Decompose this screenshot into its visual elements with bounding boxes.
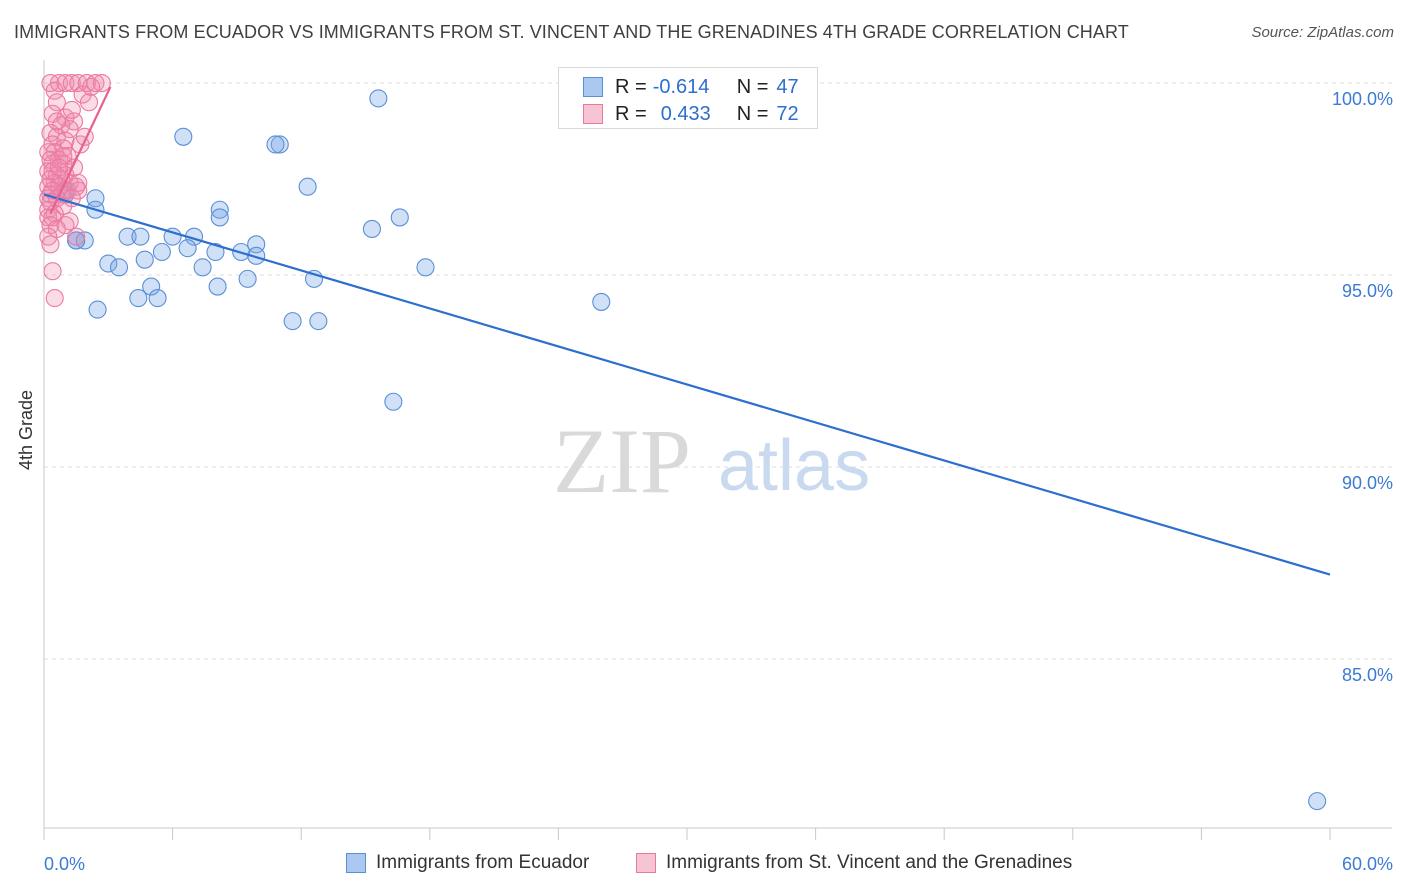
x-tick-label: 0.0% [44,854,85,874]
legend-r-value: 0.433 [660,102,711,125]
y-tick-label: 95.0% [1342,281,1393,301]
data-point-ecuador [390,208,409,227]
data-point-ecuador [298,177,317,196]
chart-title: IMMIGRANTS FROM ECUADOR VS IMMIGRANTS FR… [14,22,1129,42]
legend-swatch-st-vincent [636,853,656,873]
trendlines [43,86,1331,576]
legend-item-ecuador: Immigrants from Ecuador [346,852,589,874]
legend-swatch-st-vincent [583,104,603,124]
y-tick-label: 85.0% [1342,665,1393,685]
data-point-ecuador [193,258,212,277]
data-point-st-vincent [62,73,81,93]
data-point-st-vincent [45,81,64,100]
legend-row-st-vincent: R = 0.433 N = 72 [583,101,799,127]
series-legend: Immigrants from Ecuador Immigrants from … [0,852,1406,878]
data-point-ecuador [270,135,289,154]
data-point-ecuador [369,89,388,108]
x-tick-labels: 0.0% 60.0% [44,854,1393,874]
data-point-st-vincent [69,181,88,200]
data-point-ecuador [131,227,150,246]
data-point-st-vincent [49,158,69,177]
y-tick-label: 90.0% [1342,473,1393,493]
data-point-ecuador [118,227,137,246]
data-point-ecuador [238,269,257,288]
data-point-ecuador [362,219,381,239]
data-point-ecuador [148,289,167,308]
data-point-st-vincent [79,93,99,112]
watermark-zip: ZIP [553,410,691,512]
data-point-ecuador [210,208,229,227]
data-point-st-vincent [92,73,111,93]
data-point-ecuador [142,277,161,296]
grid-lines [44,82,1392,660]
trendline-st-vincent [49,86,112,215]
data-point-ecuador [416,258,435,277]
correlation-legend: R = -0.614 N = 47 R = 0.433 N = 72 [558,67,818,129]
data-point-ecuador [88,300,107,319]
data-point-ecuador [178,239,197,258]
y-tick-label: 100.0% [1332,89,1393,109]
data-point-ecuador [174,127,193,146]
data-point-ecuador [266,135,285,154]
data-point-ecuador [210,200,229,219]
legend-label-ecuador: Immigrants from Ecuador [376,852,590,873]
legend-swatch-ecuador [583,77,603,97]
legend-item-st-vincent: Immigrants from St. Vincent and the Gren… [636,852,1072,874]
data-point-st-vincent [45,289,64,308]
data-point-st-vincent [56,216,75,235]
legend-n-value: 72 [776,102,799,125]
series-ecuador [56,89,1327,811]
data-point-ecuador [129,289,148,308]
legend-n-value: 47 [776,75,799,98]
legend-label-st-vincent: Immigrants from St. Vincent and the Gren… [666,852,1073,873]
data-point-ecuador [309,312,328,331]
data-point-st-vincent [69,173,88,192]
data-point-ecuador [208,277,227,296]
legend-r-label: R = [615,75,647,98]
data-point-ecuador [384,392,403,411]
data-point-ecuador [152,242,171,262]
legend-r-value: -0.614 [652,75,710,98]
data-point-st-vincent [54,146,73,166]
data-point-ecuador [109,258,129,277]
legend-row-ecuador: R = -0.614 N = 47 [583,74,799,100]
data-point-st-vincent [82,77,101,96]
data-point-st-vincent [47,93,66,112]
y-tick-labels: 85.0% 90.0% 95.0% 100.0% [1332,89,1393,685]
source-credit: Source: ZipAtlas.com [1251,24,1394,41]
watermark-atlas: atlas [718,426,870,506]
data-point-st-vincent [47,112,66,131]
data-point-ecuador [247,246,266,265]
data-point-st-vincent [67,227,86,246]
legend-n-label: N = [736,75,769,98]
legend-swatch-ecuador [346,853,366,873]
trendline-ecuador [43,193,1331,576]
data-point-ecuador [163,227,182,246]
legend-n-label: N = [736,102,769,125]
axes [43,60,1392,840]
data-point-ecuador [206,242,225,262]
x-tick-label: 60.0% [1342,854,1393,874]
data-point-st-vincent [43,262,62,281]
series-st-vincent [39,73,111,308]
legend-r-label: R = [615,102,647,125]
data-point-ecuador [135,250,154,269]
data-point-ecuador [283,312,302,331]
data-point-ecuador [67,231,86,250]
data-point-ecuador [1308,792,1327,811]
data-point-ecuador [592,292,611,311]
data-point-st-vincent [41,235,60,254]
y-axis-label: 4th Grade [16,389,36,470]
data-point-ecuador [99,254,118,273]
data-point-st-vincent [62,100,81,119]
